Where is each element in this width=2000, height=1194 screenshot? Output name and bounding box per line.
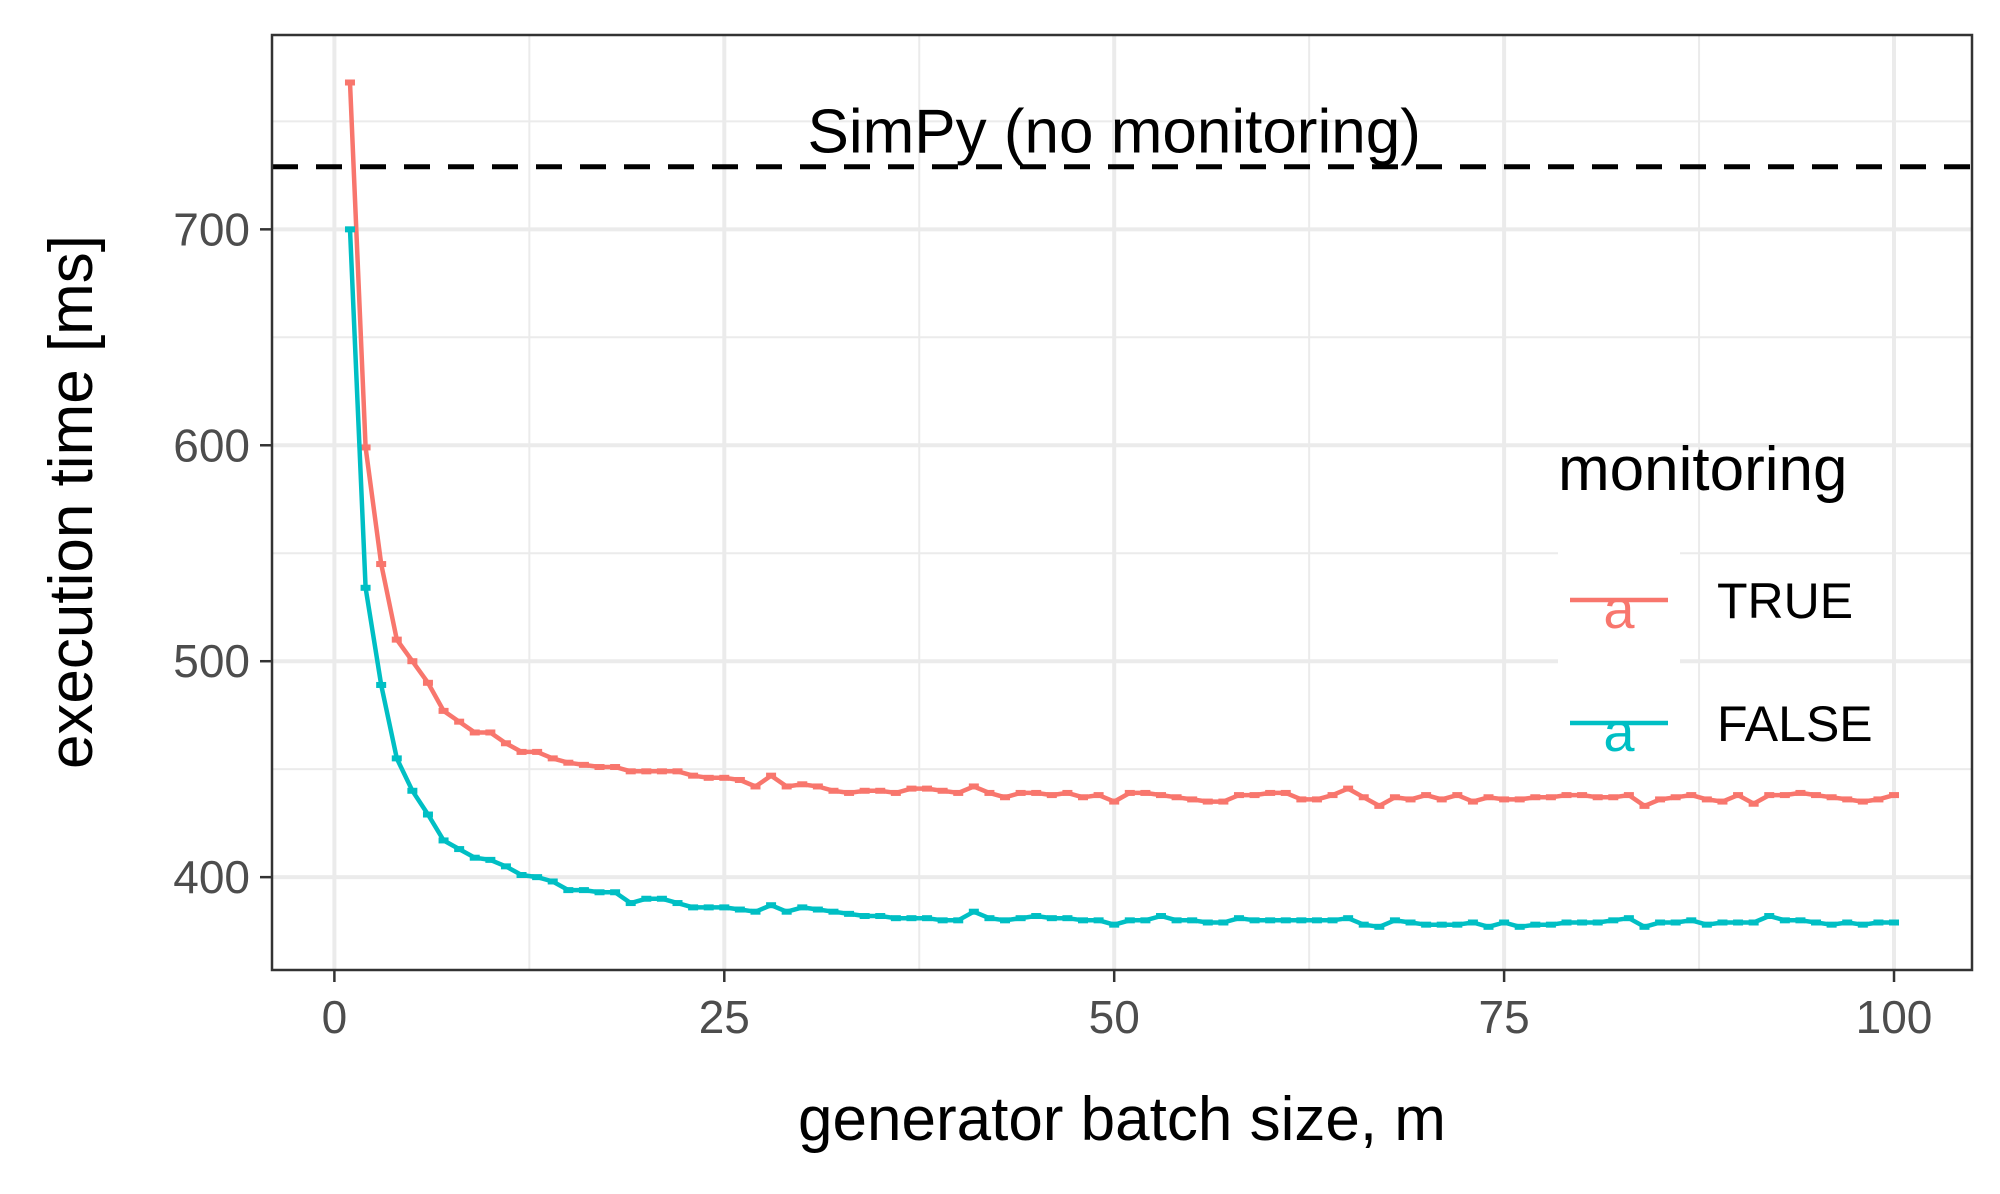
x-tick-label: 100 bbox=[1856, 991, 1933, 1043]
y-axis: 400 500 600 700 bbox=[173, 203, 272, 903]
series-layer bbox=[344, 79, 1900, 930]
plot-panel-border bbox=[270, 33, 1974, 972]
legend-label-false: FALSE bbox=[1717, 696, 1873, 752]
x-axis-title: generator batch size, m bbox=[798, 1085, 1446, 1154]
series-line-true bbox=[347, 82, 1895, 809]
legend-key-glyph-false: a bbox=[1603, 700, 1635, 763]
plot-panel-background bbox=[272, 35, 1972, 970]
legend-title: monitoring bbox=[1558, 435, 1847, 504]
y-tick-label: 700 bbox=[173, 203, 250, 255]
y-tick-label: 600 bbox=[173, 419, 250, 471]
major-gridlines bbox=[272, 35, 1972, 970]
x-axis: 0 25 50 75 100 bbox=[322, 970, 1933, 1043]
series-false bbox=[344, 226, 1900, 930]
series-true bbox=[344, 79, 1900, 809]
x-tick-label: 25 bbox=[699, 991, 750, 1043]
x-tick-label: 75 bbox=[1479, 991, 1530, 1043]
x-tick-label: 0 bbox=[322, 991, 348, 1043]
minor-gridlines bbox=[272, 35, 1972, 970]
series-line-false bbox=[347, 229, 1894, 930]
y-tick-label: 400 bbox=[173, 851, 250, 903]
legend-key-glyph-true: a bbox=[1603, 577, 1635, 640]
legend-items: a TRUE a FALSE bbox=[1558, 548, 1873, 763]
legend-label-true: TRUE bbox=[1717, 573, 1853, 629]
legend: monitoring a TRUE a FALSE bbox=[1558, 435, 1873, 763]
y-tick-label: 500 bbox=[173, 635, 250, 687]
y-axis-title: execution time [ms] bbox=[37, 235, 106, 769]
x-tick-label: 50 bbox=[1089, 991, 1140, 1043]
simpy-reference-label: SimPy (no monitoring) bbox=[808, 98, 1421, 167]
